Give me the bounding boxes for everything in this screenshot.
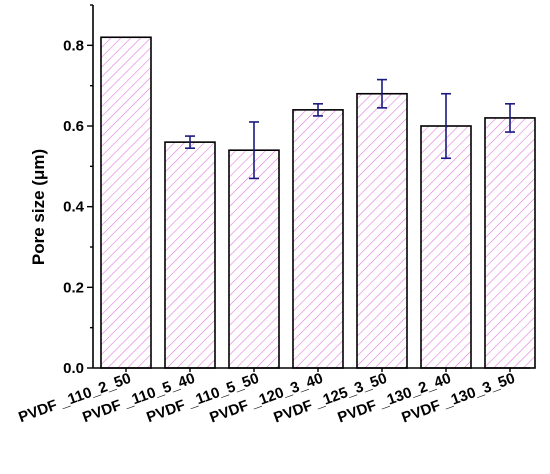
y-tick-label: 0.8 [63, 37, 84, 54]
error-bars-layer [185, 78, 515, 180]
bar [100, 36, 152, 369]
error-bar [249, 121, 259, 180]
y-tick-label: 0.4 [63, 199, 85, 216]
bars-layer [100, 36, 536, 369]
error-bar [313, 103, 323, 117]
error-bar [185, 135, 195, 149]
bar [292, 109, 344, 369]
bar [164, 141, 216, 369]
error-bar [505, 103, 515, 133]
y-tick-label: 0.0 [63, 360, 84, 377]
bar [484, 117, 536, 369]
bar [228, 149, 280, 369]
error-bar [441, 92, 451, 160]
bar [420, 125, 472, 369]
y-tick-label: 0.6 [63, 118, 84, 135]
y-axis-label: Pore size (μm) [29, 149, 48, 265]
y-tick-label: 0.2 [63, 279, 84, 296]
bar [356, 92, 408, 369]
axes-layer [87, 4, 530, 372]
error-bar [377, 78, 387, 109]
